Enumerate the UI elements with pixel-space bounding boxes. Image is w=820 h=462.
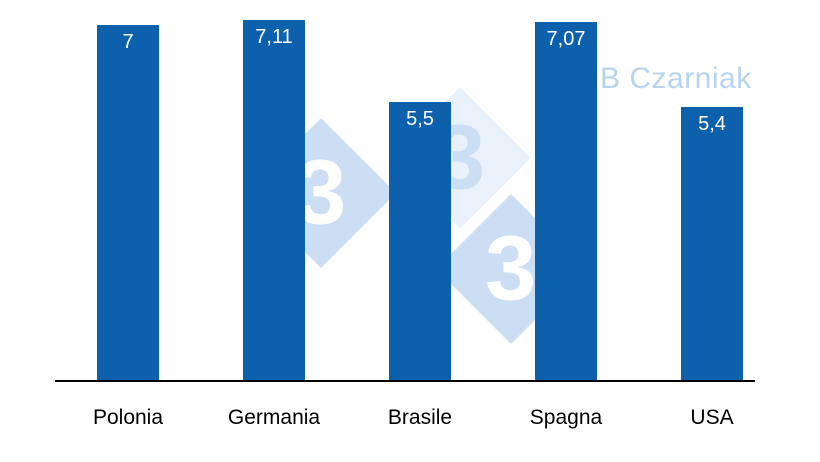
x-axis-label-spagna: Spagna	[529, 406, 603, 429]
plot-area: 7 7,11 5,5 7,07 5,4 Polonia Germania Brasile Sp…	[55, 0, 785, 462]
bar-value-label: 5,5	[406, 107, 434, 130]
watermark-author-credit: B Czarniak	[600, 62, 752, 95]
bar-value-label: 5,4	[698, 112, 726, 135]
bar-brasile: 5,5	[389, 101, 451, 381]
bar-value-label: 7,07	[546, 27, 586, 50]
x-axis-label-brasile: Brasile	[387, 406, 453, 429]
bar-spagna: 7,07	[535, 21, 597, 381]
bars-container: 7 7,11 5,5 7,07 5,4	[55, 0, 785, 381]
bar-column-germania: 7,11	[201, 0, 347, 381]
bar-usa: 5,4	[681, 106, 743, 381]
bar-value-label: 7,11	[255, 25, 293, 48]
bar-column-spagna: 7,07	[493, 0, 639, 381]
bar-column-brasile: 5,5	[347, 0, 493, 381]
bar-germania: 7,11	[243, 19, 305, 381]
bar-column-usa: 5,4	[639, 0, 785, 381]
x-axis-label-usa: USA	[690, 406, 734, 429]
bar-column-polonia: 7	[55, 0, 201, 381]
bar-polonia: 7	[97, 25, 159, 381]
x-axis-line	[55, 380, 755, 382]
bar-value-label: 7	[122, 31, 134, 54]
x-axis-labels: Polonia Germania Brasile Spagna USA	[55, 406, 785, 430]
x-axis-label-germania: Germania	[227, 406, 321, 429]
x-axis-label-polonia: Polonia	[92, 406, 164, 429]
